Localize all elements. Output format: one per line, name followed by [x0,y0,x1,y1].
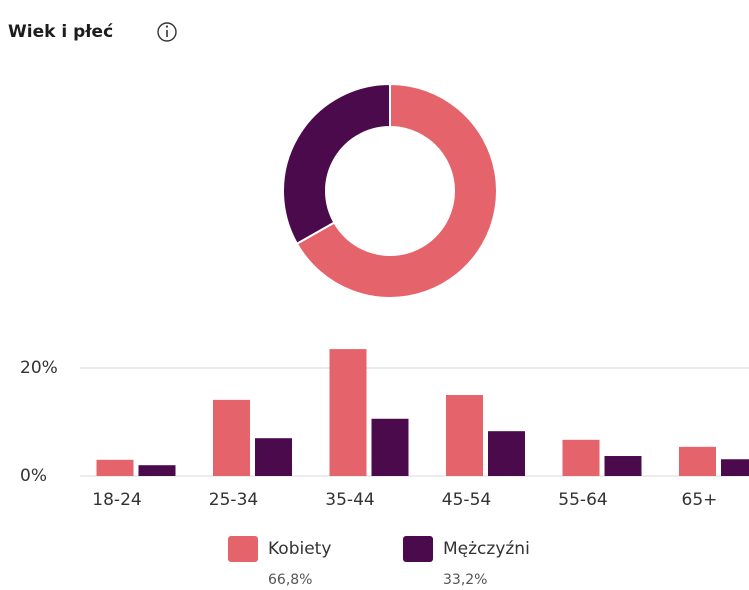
legend-label: Mężczyźni [443,539,530,559]
x-tick-label: 65+ [682,490,718,510]
info-icon[interactable] [157,22,177,42]
bar [721,459,749,476]
bar [96,459,134,476]
y-tick-label: 0% [20,466,47,486]
legend-label: Kobiety [268,539,331,559]
legend-value: 33,2% [443,572,487,588]
donut-slice [282,82,391,246]
bar [679,446,716,476]
bar [213,399,250,476]
bar [371,418,409,476]
x-tick-label: 35-44 [325,490,374,510]
x-tick-label: 25-34 [209,490,258,510]
bar [562,439,600,476]
bar [255,438,292,476]
donut-slice [295,82,498,299]
legend-swatch [403,536,433,562]
x-tick-label: 18-24 [92,490,141,510]
bar [488,431,525,476]
bar [604,456,642,476]
bar [329,349,367,476]
bar [446,395,483,476]
x-tick-label: 45-54 [442,490,491,510]
bar [138,465,176,476]
chart-title: Wiek i płeć [8,22,113,42]
legend-value: 66,8% [268,572,312,588]
legend-swatch [228,536,258,562]
x-tick-label: 55-64 [558,490,607,510]
y-tick-label: 20% [20,358,58,378]
